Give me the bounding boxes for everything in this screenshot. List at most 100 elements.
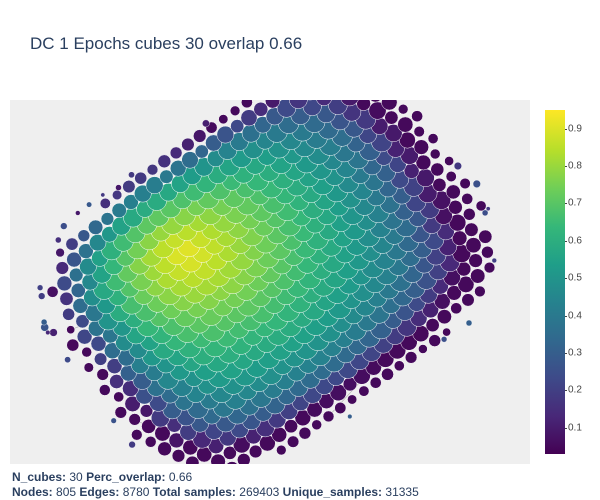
graph-node[interactable] xyxy=(144,436,157,448)
graph-node[interactable] xyxy=(46,285,59,298)
graph-node[interactable] xyxy=(445,184,461,200)
graph-node[interactable] xyxy=(64,356,71,364)
graph-node[interactable] xyxy=(114,406,127,419)
graph-node[interactable] xyxy=(100,192,106,198)
graph-node[interactable] xyxy=(384,110,399,125)
graph-node[interactable] xyxy=(169,160,187,177)
graph-node[interactable] xyxy=(146,164,159,176)
graph-node[interactable] xyxy=(70,282,86,298)
graph-node[interactable] xyxy=(472,179,481,188)
graph-node[interactable] xyxy=(445,171,457,182)
graph-node[interactable] xyxy=(181,137,195,152)
graph-node[interactable] xyxy=(49,328,58,337)
graph-node[interactable] xyxy=(157,154,172,169)
graph-node[interactable] xyxy=(229,105,241,116)
graph-node[interactable] xyxy=(287,435,300,448)
graph-node[interactable] xyxy=(115,184,122,191)
graph-node[interactable] xyxy=(436,309,452,325)
graph-node[interactable] xyxy=(432,177,447,192)
graph-node[interactable] xyxy=(441,336,448,343)
graph-node[interactable] xyxy=(111,202,127,218)
graph-node[interactable] xyxy=(465,237,482,254)
graph-node[interactable] xyxy=(425,318,440,333)
graph-node[interactable] xyxy=(38,292,46,300)
graph-node[interactable] xyxy=(66,251,82,268)
graph-node[interactable] xyxy=(347,414,353,420)
graph-node[interactable] xyxy=(450,302,463,315)
mapper-graph[interactable] xyxy=(10,100,530,464)
graph-node[interactable] xyxy=(55,261,69,275)
graph-node[interactable] xyxy=(141,419,156,434)
graph-node[interactable] xyxy=(485,206,491,211)
graph-node[interactable] xyxy=(131,429,143,441)
graph-node[interactable] xyxy=(418,344,428,354)
graph-node[interactable] xyxy=(159,169,174,184)
graph-node[interactable] xyxy=(316,100,332,107)
graph-node[interactable] xyxy=(72,297,89,314)
graph-node[interactable] xyxy=(181,151,199,169)
graph-node[interactable] xyxy=(478,229,493,244)
graph-node[interactable] xyxy=(397,116,414,133)
graph-node[interactable] xyxy=(465,319,473,327)
graph-node[interactable] xyxy=(265,100,281,109)
graph-node[interactable] xyxy=(77,229,91,242)
graph-node[interactable] xyxy=(128,171,135,179)
graph-node[interactable] xyxy=(358,385,370,397)
graph-node[interactable] xyxy=(474,285,486,298)
graph-node[interactable] xyxy=(122,180,136,194)
graph-node[interactable] xyxy=(457,275,475,293)
graph-node[interactable] xyxy=(461,293,475,307)
graph-node[interactable] xyxy=(411,110,423,123)
graph-node[interactable] xyxy=(393,360,405,372)
graph-node[interactable] xyxy=(171,449,186,463)
graph-node[interactable] xyxy=(55,236,62,244)
graph-node[interactable] xyxy=(347,394,358,405)
graph-node[interactable] xyxy=(427,133,439,144)
graph-node[interactable] xyxy=(369,376,382,389)
graph-node[interactable] xyxy=(128,441,136,449)
graph-node[interactable] xyxy=(491,257,497,264)
graph-node[interactable] xyxy=(94,352,108,366)
graph-node[interactable] xyxy=(59,291,74,306)
graph-node[interactable] xyxy=(37,284,44,291)
graph-node[interactable] xyxy=(248,444,263,459)
graph-node[interactable] xyxy=(112,189,123,201)
graph-node[interactable] xyxy=(428,334,441,347)
graph-node[interactable] xyxy=(99,384,111,396)
graph-node[interactable] xyxy=(475,200,487,212)
graph-node[interactable] xyxy=(99,197,111,209)
graph-node[interactable] xyxy=(193,129,207,143)
graph-node[interactable] xyxy=(225,461,239,465)
graph-node[interactable] xyxy=(444,156,454,166)
graph-node[interactable] xyxy=(384,124,403,143)
graph-node[interactable] xyxy=(223,446,237,460)
graph-node[interactable] xyxy=(109,374,124,389)
graph-node[interactable] xyxy=(413,139,429,155)
graph-node[interactable] xyxy=(381,367,394,381)
graph-node[interactable] xyxy=(448,200,463,215)
graph-node[interactable] xyxy=(157,441,172,457)
graph-node[interactable] xyxy=(110,417,117,424)
graph-node[interactable] xyxy=(237,453,251,464)
graph-node[interactable] xyxy=(88,219,104,235)
graph-node[interactable] xyxy=(75,210,81,216)
graph-node[interactable] xyxy=(65,237,79,251)
graph-node[interactable] xyxy=(185,455,200,464)
graph-node[interactable] xyxy=(481,209,489,217)
graph-node[interactable] xyxy=(100,212,115,226)
graph-node[interactable] xyxy=(96,368,109,381)
graph-node[interactable] xyxy=(483,261,496,274)
graph-node[interactable] xyxy=(429,148,441,160)
graph-node[interactable] xyxy=(288,100,308,109)
graph-node[interactable] xyxy=(464,222,479,237)
graph-node[interactable] xyxy=(134,171,148,185)
graph-node[interactable] xyxy=(398,104,409,115)
plot-area[interactable] xyxy=(10,100,530,464)
graph-node[interactable] xyxy=(381,100,398,111)
graph-node[interactable] xyxy=(241,100,253,109)
graph-node[interactable] xyxy=(60,222,68,230)
graph-node[interactable] xyxy=(470,268,486,284)
graph-node[interactable] xyxy=(463,208,476,221)
graph-node[interactable] xyxy=(430,162,445,177)
graph-node[interactable] xyxy=(83,362,94,373)
